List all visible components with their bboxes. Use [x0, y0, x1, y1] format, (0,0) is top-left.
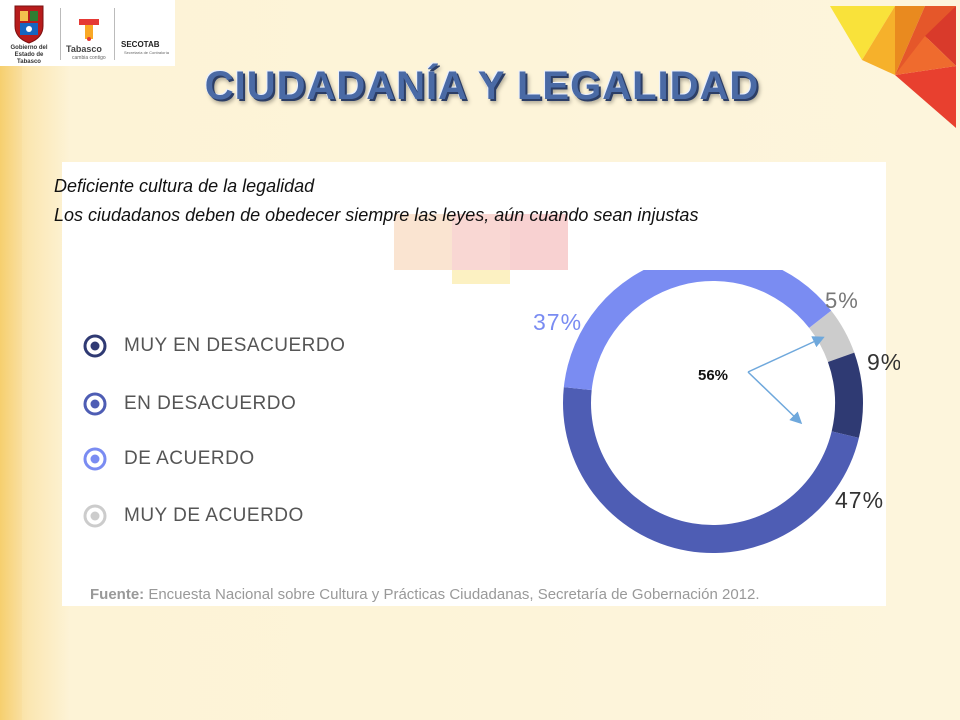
legend-label: MUY DE ACUERDO — [124, 505, 304, 526]
donut-slice-muy-en-desacuerdo — [827, 352, 863, 438]
subtitle: Deficiente cultura de la legalidad — [54, 176, 315, 196]
left-decorative-stripe — [0, 0, 22, 720]
tabasco-tagline: cambia contigo — [72, 55, 106, 61]
logo-divider — [60, 8, 61, 60]
secotab-logo-text: SECOTAB — [121, 40, 160, 49]
source-text: Encuesta Nacional sobre Cultura y Prácti… — [144, 586, 760, 603]
donut-chart: 5% 9% 47% 37% 56% — [533, 270, 900, 554]
corner-geometric-decoration — [830, 6, 956, 128]
legend-item-muy-de-acuerdo: MUY DE ACUERDO — [82, 500, 382, 530]
source-note: Fuente: Encuesta Nacional sobre Cultura … — [90, 586, 760, 603]
logo-divider-2 — [114, 8, 115, 60]
legend-item-en-desacuerdo: EN DESACUERDO — [82, 388, 382, 418]
legend-label: MUY EN DESACUERDO — [124, 335, 346, 356]
gov-logo-text: Gobierno del Estado de Tabasco — [10, 45, 48, 65]
donut-slice-en-desacuerdo — [563, 387, 859, 554]
slice-label: 47% — [835, 487, 884, 513]
tabasco-logo-text: Tabasco — [66, 44, 102, 54]
source-prefix: Fuente: — [90, 586, 145, 603]
slice-label: 9% — [867, 349, 900, 375]
donut-slice-muy-de-acuerdo — [809, 310, 855, 363]
state-shield-icon — [14, 5, 44, 44]
page-title: CIUDADANÍA Y LEGALIDAD — [204, 64, 760, 108]
logo-bar: Gobierno del Estado de Tabasco Tabasco c… — [0, 0, 175, 66]
legend-item-de-acuerdo: DE ACUERDO — [82, 443, 382, 473]
secotab-subtext: Secretaría de Contraloría — [124, 50, 169, 55]
annotation-group: 56% — [698, 336, 825, 425]
slice-label: 5% — [825, 288, 859, 313]
faded-geometric-decoration — [394, 214, 568, 284]
radio-bullet-icon — [83, 392, 107, 416]
radio-bullet-icon — [83, 504, 107, 528]
slice-label: 37% — [533, 309, 582, 335]
annotation-arrow-down — [747, 371, 803, 425]
legend-item-muy-en-desacuerdo: MUY EN DESACUERDO — [82, 330, 382, 360]
radio-bullet-icon — [83, 334, 107, 358]
legend-label: EN DESACUERDO — [124, 393, 297, 414]
annotation-label: 56% — [698, 367, 728, 384]
annotation-arrow-up — [747, 336, 825, 373]
tabasco-t-icon — [79, 19, 99, 41]
survey-statement: Los ciudadanos deben de obedecer siempre… — [54, 205, 699, 225]
legend-label: DE ACUERDO — [124, 448, 255, 469]
radio-bullet-icon — [83, 447, 107, 471]
donut-slice-de-acuerdo — [563, 270, 832, 391]
